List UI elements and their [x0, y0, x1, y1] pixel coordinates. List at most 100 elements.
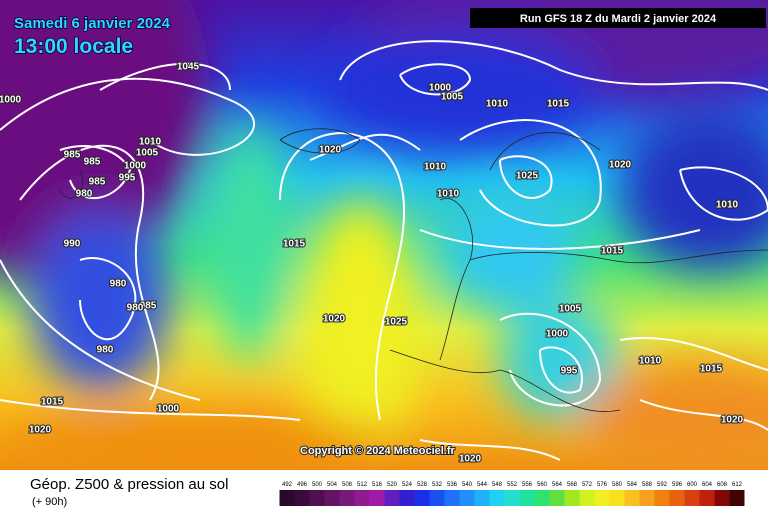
scale-label: 564 [552, 482, 563, 488]
isobar-label: 1020 [323, 314, 346, 325]
isobar-label: 1020 [721, 415, 744, 426]
isobar-label: 1015 [547, 99, 570, 110]
scale-cell [504, 490, 520, 506]
coastlines [59, 128, 768, 412]
forecast-time: 13:00 locale [14, 35, 133, 58]
scale-label: 612 [732, 482, 743, 488]
scale-cell [399, 490, 415, 506]
scale-label: 496 [297, 482, 308, 488]
scale-cell [714, 490, 730, 506]
isobar-label: 985 [84, 157, 101, 168]
isobar-label: 985 [89, 177, 106, 188]
scale-label: 556 [522, 482, 533, 488]
isobar-label: 1000 [0, 95, 22, 106]
scale-cell [594, 490, 610, 506]
scale-cell [369, 490, 385, 506]
scale-cell [489, 490, 505, 506]
isobar-label: 1025 [516, 171, 539, 182]
scale-label: 608 [717, 482, 728, 488]
isobar-label: 1010 [486, 99, 509, 110]
scale-label: 568 [567, 482, 578, 488]
scale-label: 532 [432, 482, 443, 488]
isobar-label: 1000 [157, 404, 180, 415]
scale-label: 588 [642, 482, 653, 488]
scale-label: 576 [597, 482, 608, 488]
isobar-label: 980 [110, 279, 127, 290]
scale-cell [354, 490, 370, 506]
scale-label: 584 [627, 482, 638, 488]
isobar-label: 1005 [441, 92, 464, 103]
isobar-label: 1045 [177, 62, 200, 73]
isobar-label: 1020 [29, 425, 52, 436]
scale-label: 508 [342, 482, 353, 488]
scale-cell [549, 490, 565, 506]
isobar-label: 1020 [609, 160, 632, 171]
scale-label: 536 [447, 482, 458, 488]
isobar-label: 1005 [136, 148, 159, 159]
isobar-label: 1010 [437, 189, 460, 200]
scale-label: 500 [312, 482, 323, 488]
footer-title: Géop. Z500 & pression au sol [30, 476, 228, 493]
isobar-label: 1020 [459, 454, 482, 465]
scale-cell [459, 490, 475, 506]
scale-cell [384, 490, 400, 506]
scale-label: 548 [492, 482, 503, 488]
isobar-label: 1025 [385, 317, 408, 328]
scale-cell [444, 490, 460, 506]
scale-label: 592 [657, 482, 668, 488]
scale-cell [474, 490, 490, 506]
run-box [470, 8, 766, 28]
scale-label: 524 [402, 482, 413, 488]
scale-label: 540 [462, 482, 473, 488]
scale-cell [684, 490, 700, 506]
scale-cell [669, 490, 685, 506]
scale-cell [429, 490, 445, 506]
scale-label: 604 [702, 482, 713, 488]
scale-cell [639, 490, 655, 506]
map-field [0, 0, 768, 470]
scale-cell [654, 490, 670, 506]
isobar-label: 1010 [716, 200, 739, 211]
isobar-label: 1000 [124, 161, 147, 172]
scale-cell [519, 490, 535, 506]
scale-cell [279, 490, 295, 506]
scale-cell [624, 490, 640, 506]
isobar-label: 1015 [601, 246, 624, 257]
scale-cell [579, 490, 595, 506]
isobar-label: 980 [97, 345, 114, 356]
scale-label: 600 [687, 482, 698, 488]
isobar-label: 1005 [559, 304, 582, 315]
scale-label: 596 [672, 482, 683, 488]
scale-label: 504 [327, 482, 338, 488]
isobar-label: 1010 [139, 137, 162, 148]
scale-label: 572 [582, 482, 593, 488]
isobar-label: 1020 [319, 145, 342, 156]
isobar-label: 980 [76, 189, 93, 200]
scale-cell [339, 490, 355, 506]
isobar-label: 990 [64, 239, 81, 250]
scale-label: 512 [357, 482, 368, 488]
footer-subtitle: (+ 90h) [32, 496, 67, 508]
scale-label: 520 [387, 482, 398, 488]
isobar-label: 995 [119, 173, 136, 184]
isobar-label: 1000 [546, 329, 569, 340]
isobar-label: 1015 [283, 239, 306, 250]
scale-label: 492 [282, 482, 293, 488]
scale-cell [309, 490, 325, 506]
forecast-date: Samedi 6 janvier 2024 [14, 15, 171, 32]
scale-cell [564, 490, 580, 506]
scale-cell [534, 490, 550, 506]
isobar-label: 1015 [700, 364, 723, 375]
scale-label: 580 [612, 482, 623, 488]
scale-label: 516 [372, 482, 383, 488]
isobar-label: 1000 [429, 83, 452, 94]
scale-cell [324, 490, 340, 506]
scale-cell [699, 490, 715, 506]
scale-cell [729, 490, 745, 506]
scale-label: 544 [477, 482, 488, 488]
scale-cell [294, 490, 310, 506]
run-info: Run GFS 18 Z du Mardi 2 janvier 2024 [520, 13, 717, 25]
